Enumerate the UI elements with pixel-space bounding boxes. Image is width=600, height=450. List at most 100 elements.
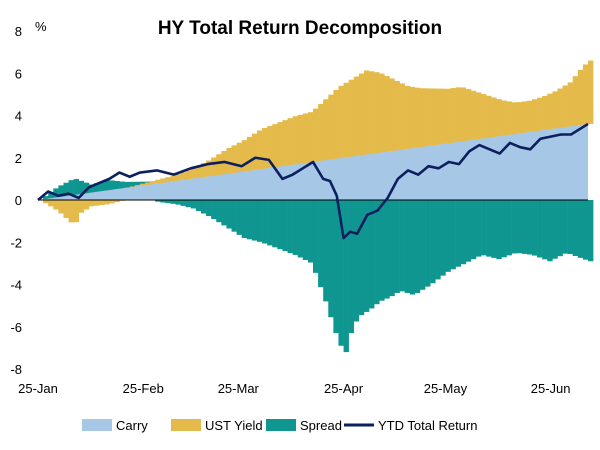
ust-yield-bar — [282, 120, 288, 167]
ust-yield-bar — [496, 99, 502, 137]
spread-bar — [139, 181, 146, 184]
spread-bar — [501, 200, 507, 258]
spread-bar — [537, 200, 543, 258]
ust-yield-bar — [104, 200, 110, 205]
ust-yield-bar — [531, 99, 538, 132]
ust-yield-bar — [511, 102, 517, 135]
ust-yield-bar — [409, 86, 416, 149]
spread-bar — [404, 200, 411, 293]
spread-bar — [491, 200, 497, 258]
ust-yield-bar — [399, 83, 405, 150]
ust-yield-bar — [200, 163, 207, 178]
legend-swatch-spread — [266, 419, 296, 431]
spread-bar — [542, 200, 548, 260]
ust-yield-bar — [48, 200, 54, 207]
spread-bar — [465, 200, 472, 262]
ust-yield-bar — [292, 116, 299, 165]
spread-bar — [114, 180, 120, 190]
ust-yield-bar — [379, 73, 385, 153]
ust-yield-bar — [414, 87, 421, 148]
spread-bar — [292, 200, 299, 255]
ust-yield-bar — [491, 97, 497, 138]
ust-yield-bar — [369, 71, 375, 155]
ust-yield-bar — [348, 79, 355, 158]
ust-yield-bar — [526, 100, 533, 133]
spread-bar — [333, 200, 339, 334]
ust-yield-bar — [43, 200, 49, 204]
legend-swatch-ust-yield — [171, 419, 201, 431]
spread-bar — [521, 200, 528, 254]
ust-yield-bar — [404, 85, 411, 150]
ust-yield-bar — [343, 82, 349, 158]
ust-yield-bar — [481, 94, 487, 139]
ust-yield-bar — [165, 177, 171, 183]
ust-yield-bar — [389, 78, 395, 152]
ust-yield-bar — [272, 124, 278, 168]
spread-bar — [302, 200, 309, 260]
ust-yield-bar — [440, 88, 446, 145]
spread-bar — [226, 200, 232, 229]
ust-yield-bar — [323, 99, 329, 161]
ust-yield-bar — [465, 89, 472, 141]
spread-bar — [48, 192, 54, 199]
y-tick-label: -2 — [10, 235, 22, 250]
ust-yield-bar — [460, 87, 467, 142]
spread-bar — [307, 200, 314, 263]
y-tick-label: 4 — [15, 109, 22, 124]
spread-bar — [445, 200, 451, 272]
spread-bar — [297, 200, 304, 258]
ust-yield-bar — [374, 72, 380, 154]
ust-yield-bar — [155, 179, 161, 184]
ust-yield-bar — [307, 112, 314, 163]
spread-bar — [547, 200, 553, 262]
spread-bar — [262, 200, 268, 244]
spread-bar — [582, 200, 589, 260]
spread-bar — [73, 179, 80, 196]
spread-bar — [124, 181, 130, 188]
ust-yield-bar — [475, 92, 482, 140]
x-tick-label: 25-Feb — [123, 381, 164, 396]
ust-yield-bar — [333, 89, 339, 160]
spread-bar — [180, 200, 186, 206]
ust-yield-bar — [521, 101, 528, 134]
spread-bar — [369, 200, 375, 309]
ust-yield-bar — [338, 85, 344, 159]
ust-yield-bar — [139, 183, 146, 186]
spread-bar — [165, 200, 171, 204]
ust-yield-bar — [195, 165, 202, 179]
spread-bar — [588, 200, 594, 262]
spread-bar — [246, 200, 253, 240]
ust-yield-bar — [94, 200, 100, 206]
ust-yield-bar — [256, 130, 263, 170]
spread-bar — [557, 200, 563, 257]
ust-yield-bar — [246, 136, 253, 172]
ust-yield-bar — [231, 145, 237, 174]
spread-bar — [68, 180, 74, 196]
spread-bar — [394, 200, 400, 293]
x-tick-label: 25-Jan — [18, 381, 58, 396]
legend-label-ytd-total-return: YTD Total Return — [378, 418, 477, 433]
spread-bar — [129, 181, 136, 187]
y-tick-label: 6 — [15, 66, 22, 81]
ust-yield-bar — [537, 97, 543, 131]
spread-bar — [287, 200, 293, 254]
spread-bar — [109, 180, 115, 191]
ust-yield-bar — [435, 88, 441, 146]
spread-bar — [567, 200, 574, 255]
spread-bar — [348, 200, 355, 334]
ust-yield-bar — [216, 154, 222, 176]
spread-bar — [267, 200, 273, 246]
spread-bar — [272, 200, 278, 248]
spread-bar — [450, 200, 456, 270]
ust-yield-bar — [363, 70, 370, 155]
spread-bar — [190, 200, 197, 209]
spread-bar — [353, 200, 360, 322]
spread-bar — [358, 200, 365, 316]
spread-bar — [200, 200, 207, 214]
ust-yield-bar — [516, 102, 523, 134]
spread-bar — [43, 196, 49, 200]
ust-yield-bar — [211, 157, 217, 177]
ust-yield-bar — [144, 182, 151, 186]
spread-bar — [363, 200, 370, 312]
spread-bar — [506, 200, 512, 256]
